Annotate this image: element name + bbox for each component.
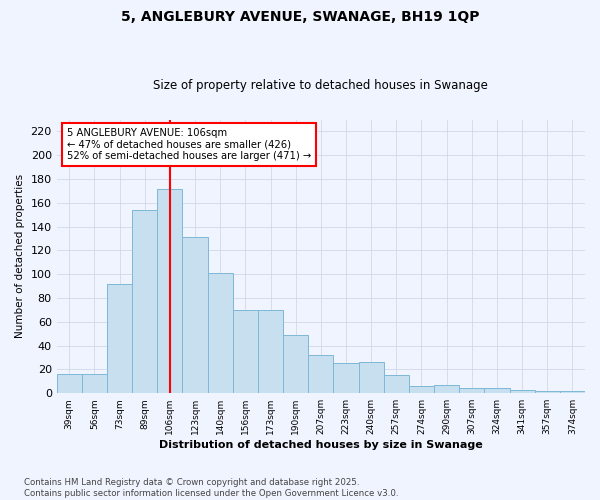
Bar (334, 364, 359, 393)
Bar (157, 188, 182, 393)
Y-axis label: Number of detached properties: Number of detached properties (15, 174, 25, 338)
X-axis label: Distribution of detached houses by size in Swanage: Distribution of detached houses by size … (159, 440, 483, 450)
Bar (233, 310, 258, 393)
Bar (434, 385, 459, 393)
Bar (308, 355, 334, 393)
Bar (560, 391, 585, 393)
Bar (459, 388, 484, 393)
Title: Size of property relative to detached houses in Swanage: Size of property relative to detached ho… (154, 79, 488, 92)
Text: 5 ANGLEBURY AVENUE: 106sqm
← 47% of detached houses are smaller (426)
52% of sem: 5 ANGLEBURY AVENUE: 106sqm ← 47% of deta… (67, 128, 311, 161)
Bar (132, 210, 157, 393)
Text: Contains HM Land Registry data © Crown copyright and database right 2025.
Contai: Contains HM Land Registry data © Crown c… (24, 478, 398, 498)
Bar (56, 374, 82, 393)
Bar (509, 390, 535, 393)
Bar (535, 391, 560, 393)
Bar (208, 273, 233, 393)
Bar (182, 238, 208, 393)
Text: 5, ANGLEBURY AVENUE, SWANAGE, BH19 1QP: 5, ANGLEBURY AVENUE, SWANAGE, BH19 1QP (121, 10, 479, 24)
Bar (409, 386, 434, 393)
Bar (107, 284, 132, 393)
Bar (283, 335, 308, 393)
Bar (484, 388, 509, 393)
Bar (82, 374, 107, 393)
Bar (359, 362, 384, 393)
Bar (258, 310, 283, 393)
Bar (384, 376, 409, 393)
